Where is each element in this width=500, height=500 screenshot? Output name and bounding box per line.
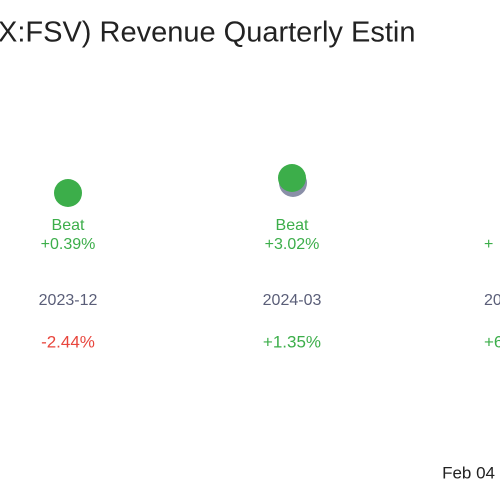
surprise-label: +0.39% [41,236,96,253]
columns: Beat +0.39% 2023-12 -2.44% Beat +3.02% 2024-03… [39,217,500,351]
price-change-label: +6 [484,332,500,351]
result-dot [54,179,82,207]
period-label: 2024-03 [263,292,322,309]
surprise-label: + [484,236,493,253]
period-label: 20 [484,292,500,309]
footer-date: Feb 04 [442,463,495,482]
price-change-label: +1.35% [263,332,321,351]
result-label: Beat [276,217,309,234]
price-change-label: -2.44% [41,332,95,351]
result-label: Beat [52,217,85,234]
surprise-label: +3.02% [265,236,320,253]
result-dot [278,164,306,192]
chart-title: X:FSV) Revenue Quarterly Estin [0,17,415,49]
period-label: 2023-12 [39,292,98,309]
